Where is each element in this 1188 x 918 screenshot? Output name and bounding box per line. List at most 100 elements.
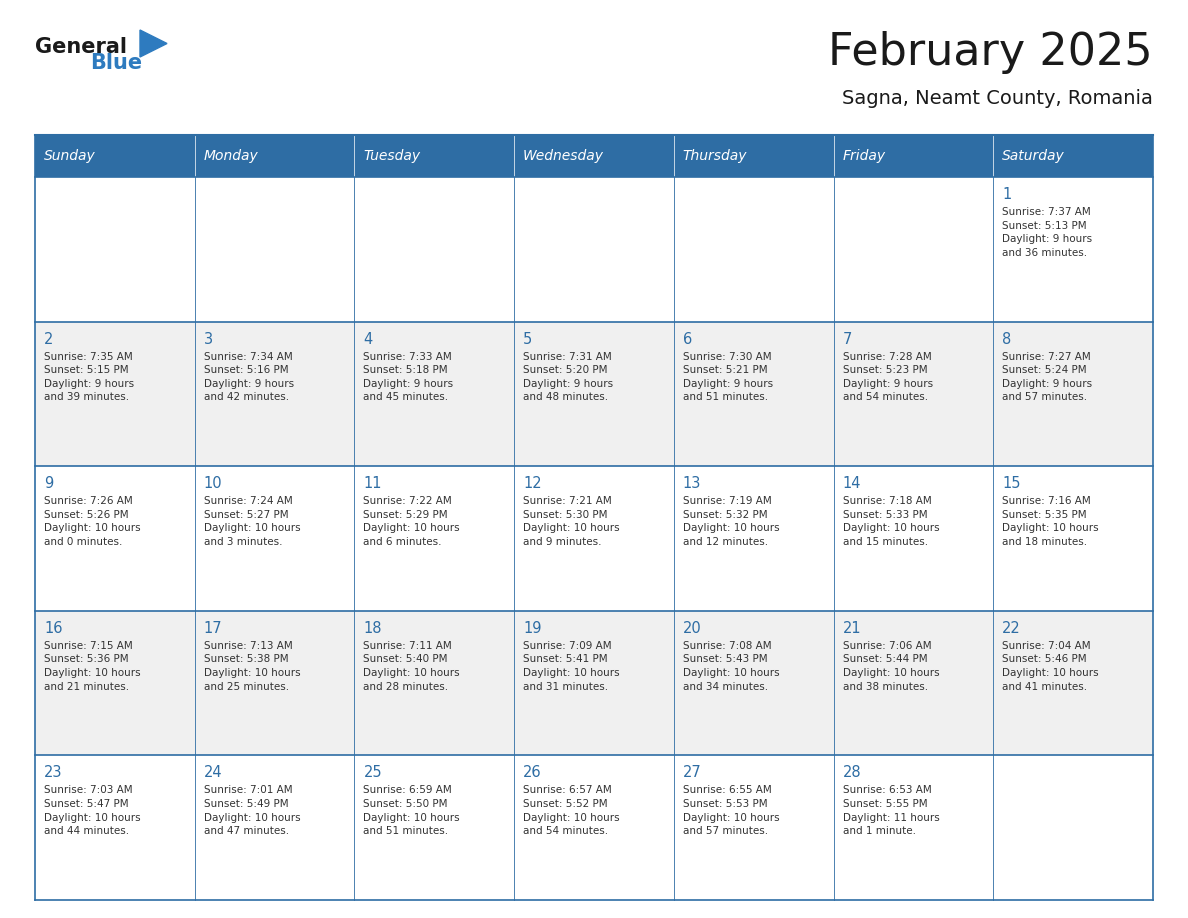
Bar xyxy=(674,610,834,756)
Bar xyxy=(354,177,514,321)
Text: Sunrise: 6:53 AM
Sunset: 5:55 PM
Daylight: 11 hours
and 1 minute.: Sunrise: 6:53 AM Sunset: 5:55 PM Dayligh… xyxy=(842,786,940,836)
Text: Sunrise: 7:34 AM
Sunset: 5:16 PM
Daylight: 9 hours
and 42 minutes.: Sunrise: 7:34 AM Sunset: 5:16 PM Dayligh… xyxy=(203,352,293,402)
Text: 23: 23 xyxy=(44,766,63,780)
Text: 21: 21 xyxy=(842,621,861,636)
Text: Sunrise: 7:24 AM
Sunset: 5:27 PM
Daylight: 10 hours
and 3 minutes.: Sunrise: 7:24 AM Sunset: 5:27 PM Dayligh… xyxy=(203,497,301,547)
Text: Sunrise: 6:57 AM
Sunset: 5:52 PM
Daylight: 10 hours
and 54 minutes.: Sunrise: 6:57 AM Sunset: 5:52 PM Dayligh… xyxy=(523,786,620,836)
Bar xyxy=(834,756,993,900)
Text: Sagna, Neamt County, Romania: Sagna, Neamt County, Romania xyxy=(842,88,1154,107)
Bar xyxy=(195,610,354,756)
Text: 2: 2 xyxy=(44,331,53,347)
Text: 12: 12 xyxy=(523,476,542,491)
Bar xyxy=(674,756,834,900)
Bar xyxy=(34,135,195,177)
Bar xyxy=(993,466,1154,610)
Text: 25: 25 xyxy=(364,766,383,780)
Text: 18: 18 xyxy=(364,621,381,636)
Bar xyxy=(195,177,354,321)
Text: Thursday: Thursday xyxy=(683,149,747,163)
Text: 11: 11 xyxy=(364,476,381,491)
Text: 9: 9 xyxy=(44,476,53,491)
Bar xyxy=(674,321,834,466)
Text: Sunrise: 7:01 AM
Sunset: 5:49 PM
Daylight: 10 hours
and 47 minutes.: Sunrise: 7:01 AM Sunset: 5:49 PM Dayligh… xyxy=(203,786,301,836)
Text: 17: 17 xyxy=(203,621,222,636)
Text: Sunrise: 7:19 AM
Sunset: 5:32 PM
Daylight: 10 hours
and 12 minutes.: Sunrise: 7:19 AM Sunset: 5:32 PM Dayligh… xyxy=(683,497,779,547)
Text: Wednesday: Wednesday xyxy=(523,149,605,163)
Bar xyxy=(354,321,514,466)
Text: 7: 7 xyxy=(842,331,852,347)
Bar xyxy=(834,321,993,466)
Text: Sunrise: 7:08 AM
Sunset: 5:43 PM
Daylight: 10 hours
and 34 minutes.: Sunrise: 7:08 AM Sunset: 5:43 PM Dayligh… xyxy=(683,641,779,691)
Bar xyxy=(514,321,674,466)
Text: 6: 6 xyxy=(683,331,693,347)
Text: Sunrise: 7:09 AM
Sunset: 5:41 PM
Daylight: 10 hours
and 31 minutes.: Sunrise: 7:09 AM Sunset: 5:41 PM Dayligh… xyxy=(523,641,620,691)
Text: Sunrise: 6:59 AM
Sunset: 5:50 PM
Daylight: 10 hours
and 51 minutes.: Sunrise: 6:59 AM Sunset: 5:50 PM Dayligh… xyxy=(364,786,460,836)
Text: Sunrise: 7:27 AM
Sunset: 5:24 PM
Daylight: 9 hours
and 57 minutes.: Sunrise: 7:27 AM Sunset: 5:24 PM Dayligh… xyxy=(1003,352,1093,402)
Text: Sunrise: 7:15 AM
Sunset: 5:36 PM
Daylight: 10 hours
and 21 minutes.: Sunrise: 7:15 AM Sunset: 5:36 PM Dayligh… xyxy=(44,641,140,691)
Text: Sunrise: 7:11 AM
Sunset: 5:40 PM
Daylight: 10 hours
and 28 minutes.: Sunrise: 7:11 AM Sunset: 5:40 PM Dayligh… xyxy=(364,641,460,691)
Text: Sunrise: 7:13 AM
Sunset: 5:38 PM
Daylight: 10 hours
and 25 minutes.: Sunrise: 7:13 AM Sunset: 5:38 PM Dayligh… xyxy=(203,641,301,691)
Bar xyxy=(514,177,674,321)
Bar xyxy=(34,177,195,321)
Text: 24: 24 xyxy=(203,766,222,780)
Text: 22: 22 xyxy=(1003,621,1020,636)
Bar xyxy=(674,135,834,177)
Text: Sunrise: 7:21 AM
Sunset: 5:30 PM
Daylight: 10 hours
and 9 minutes.: Sunrise: 7:21 AM Sunset: 5:30 PM Dayligh… xyxy=(523,497,620,547)
Bar xyxy=(34,321,195,466)
Bar xyxy=(354,466,514,610)
Bar xyxy=(674,177,834,321)
Text: Sunrise: 7:30 AM
Sunset: 5:21 PM
Daylight: 9 hours
and 51 minutes.: Sunrise: 7:30 AM Sunset: 5:21 PM Dayligh… xyxy=(683,352,773,402)
Text: Sunrise: 6:55 AM
Sunset: 5:53 PM
Daylight: 10 hours
and 57 minutes.: Sunrise: 6:55 AM Sunset: 5:53 PM Dayligh… xyxy=(683,786,779,836)
Text: 14: 14 xyxy=(842,476,861,491)
Text: Sunrise: 7:37 AM
Sunset: 5:13 PM
Daylight: 9 hours
and 36 minutes.: Sunrise: 7:37 AM Sunset: 5:13 PM Dayligh… xyxy=(1003,207,1093,258)
Text: February 2025: February 2025 xyxy=(828,30,1154,73)
Text: Sunrise: 7:28 AM
Sunset: 5:23 PM
Daylight: 9 hours
and 54 minutes.: Sunrise: 7:28 AM Sunset: 5:23 PM Dayligh… xyxy=(842,352,933,402)
Bar xyxy=(993,321,1154,466)
Bar xyxy=(195,466,354,610)
Text: 10: 10 xyxy=(203,476,222,491)
Text: General: General xyxy=(34,37,127,57)
Bar xyxy=(195,756,354,900)
Text: Saturday: Saturday xyxy=(1003,149,1064,163)
Bar xyxy=(834,177,993,321)
Bar xyxy=(834,466,993,610)
Text: 20: 20 xyxy=(683,621,702,636)
Bar xyxy=(195,135,354,177)
Bar xyxy=(354,756,514,900)
Text: Sunrise: 7:06 AM
Sunset: 5:44 PM
Daylight: 10 hours
and 38 minutes.: Sunrise: 7:06 AM Sunset: 5:44 PM Dayligh… xyxy=(842,641,940,691)
Text: 27: 27 xyxy=(683,766,702,780)
Text: Tuesday: Tuesday xyxy=(364,149,421,163)
Text: 26: 26 xyxy=(523,766,542,780)
Bar xyxy=(993,177,1154,321)
Bar xyxy=(34,466,195,610)
Text: 28: 28 xyxy=(842,766,861,780)
Text: 4: 4 xyxy=(364,331,373,347)
Text: 3: 3 xyxy=(203,331,213,347)
Text: 8: 8 xyxy=(1003,331,1011,347)
Bar xyxy=(354,610,514,756)
Polygon shape xyxy=(140,30,168,57)
Bar xyxy=(834,135,993,177)
Text: Sunrise: 7:16 AM
Sunset: 5:35 PM
Daylight: 10 hours
and 18 minutes.: Sunrise: 7:16 AM Sunset: 5:35 PM Dayligh… xyxy=(1003,497,1099,547)
Text: Sunrise: 7:04 AM
Sunset: 5:46 PM
Daylight: 10 hours
and 41 minutes.: Sunrise: 7:04 AM Sunset: 5:46 PM Dayligh… xyxy=(1003,641,1099,691)
Text: Sunrise: 7:31 AM
Sunset: 5:20 PM
Daylight: 9 hours
and 48 minutes.: Sunrise: 7:31 AM Sunset: 5:20 PM Dayligh… xyxy=(523,352,613,402)
Text: Friday: Friday xyxy=(842,149,886,163)
Bar xyxy=(514,135,674,177)
Bar xyxy=(514,610,674,756)
Text: Sunrise: 7:18 AM
Sunset: 5:33 PM
Daylight: 10 hours
and 15 minutes.: Sunrise: 7:18 AM Sunset: 5:33 PM Dayligh… xyxy=(842,497,940,547)
Text: 1: 1 xyxy=(1003,187,1011,202)
Text: 16: 16 xyxy=(44,621,63,636)
Bar xyxy=(195,321,354,466)
Bar xyxy=(834,610,993,756)
Bar xyxy=(674,466,834,610)
Bar xyxy=(514,466,674,610)
Bar xyxy=(354,135,514,177)
Text: Sunrise: 7:35 AM
Sunset: 5:15 PM
Daylight: 9 hours
and 39 minutes.: Sunrise: 7:35 AM Sunset: 5:15 PM Dayligh… xyxy=(44,352,134,402)
Text: 15: 15 xyxy=(1003,476,1020,491)
Text: Monday: Monday xyxy=(203,149,259,163)
Bar xyxy=(993,610,1154,756)
Text: Sunday: Sunday xyxy=(44,149,96,163)
Text: Sunrise: 7:03 AM
Sunset: 5:47 PM
Daylight: 10 hours
and 44 minutes.: Sunrise: 7:03 AM Sunset: 5:47 PM Dayligh… xyxy=(44,786,140,836)
Text: 19: 19 xyxy=(523,621,542,636)
Text: Blue: Blue xyxy=(90,53,143,73)
